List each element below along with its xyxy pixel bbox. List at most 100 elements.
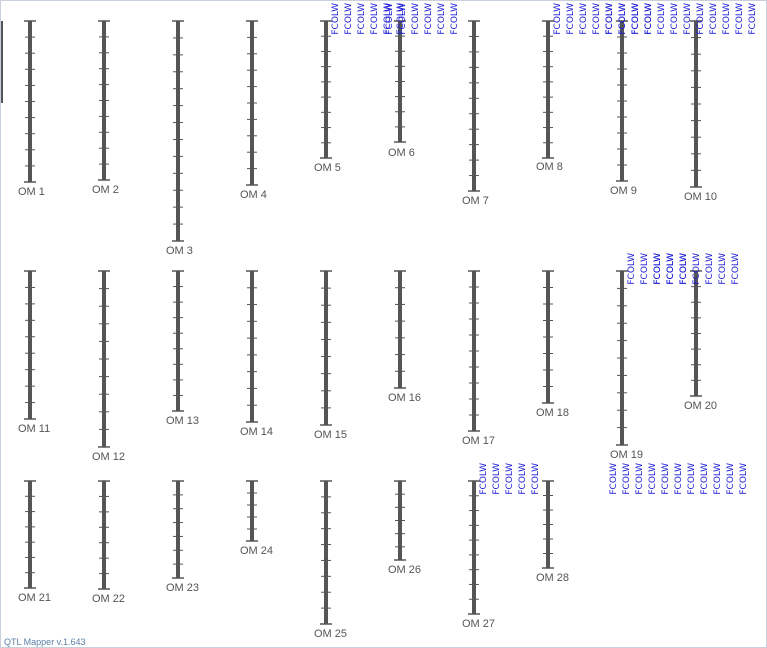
chromosome-11[interactable]: OM 11	[18, 270, 50, 435]
qtl-trait-label[interactable]: FCOLW	[644, 3, 654, 35]
qtl-trait-label[interactable]: FCOLW	[692, 253, 702, 285]
chromosome-label: OM 13	[166, 415, 199, 427]
qtl-trait-label[interactable]: FCOLW	[631, 3, 641, 35]
chromosome-3[interactable]: OM 3	[166, 20, 193, 257]
chromosome-label: OM 16	[388, 392, 421, 404]
qtl-trait-label[interactable]: FCOLW	[661, 463, 671, 495]
chromosome-4[interactable]: OM 4	[240, 20, 267, 201]
qtl-trait-label[interactable]: FCOLW	[344, 3, 354, 35]
qtl-trait-label[interactable]: FCOLW	[605, 3, 615, 35]
qtl-trait-label[interactable]: FCOLW	[518, 463, 528, 495]
qtl-trait-label[interactable]: FCOLW	[627, 253, 637, 285]
qtl-trait-label[interactable]: FCOLW	[705, 253, 715, 285]
qtl-trait-label[interactable]: FCOLW	[739, 463, 749, 495]
chromosome-2[interactable]: OM 2	[92, 20, 119, 196]
chromosome-17[interactable]: OM 17	[462, 270, 495, 447]
chromosome-18[interactable]: OM 18	[536, 270, 569, 419]
chromosome-16[interactable]: OM 16	[388, 270, 421, 404]
qtl-trait-label[interactable]: FCOLW	[670, 3, 680, 35]
chromosome-24[interactable]: OM 24	[240, 480, 273, 557]
qtl-trait-label[interactable]: FCOLW	[679, 253, 689, 285]
qtl-trait-label[interactable]: FCOLW	[618, 3, 628, 35]
qtl-trait-label[interactable]: FCOLW	[396, 3, 406, 35]
qtl-trait-label[interactable]: FCOLW	[666, 253, 676, 285]
qtl-trait-label[interactable]: FCOLW	[605, 3, 615, 35]
qtl-trait-label[interactable]: FCOLW	[687, 463, 697, 495]
qtl-trait-label[interactable]: FCOLW	[553, 3, 563, 35]
qtl-trait-label[interactable]: FCOLW	[492, 463, 502, 495]
qtl-trait-label[interactable]: FCOLW	[683, 3, 693, 35]
chromosome-7[interactable]: OM 7	[462, 20, 489, 207]
qtl-trait-label[interactable]: FCOLW	[424, 3, 434, 35]
qtl-trait-label[interactable]: FCOLW	[735, 3, 745, 35]
qtl-trait-label[interactable]: FCOLW	[679, 253, 689, 285]
chromosome-bar	[324, 271, 328, 425]
qtl-trait-label[interactable]: FCOLW	[618, 3, 628, 35]
qtl-trait-label[interactable]: FCOLW	[505, 463, 515, 495]
qtl-trait-label[interactable]: FCOLW	[674, 463, 684, 495]
qtl-trait-label[interactable]: FCOLW	[609, 463, 619, 495]
chromosome-label: OM 8	[536, 161, 563, 173]
qtl-trait-label[interactable]: FCOLW	[479, 463, 489, 495]
qtl-trait-label[interactable]: FCOLW	[531, 463, 541, 495]
qtl-trait-label[interactable]: FCOLW	[653, 253, 663, 285]
qtl-trait-label[interactable]: FCOLW	[722, 3, 732, 35]
chromosome-25[interactable]: OM 25	[314, 480, 347, 640]
chromosome-1[interactable]: OM 1	[18, 20, 45, 198]
qtl-trait-label[interactable]: FCOLW	[450, 3, 460, 35]
qtl-trait-label[interactable]: FCOLW	[653, 253, 663, 285]
chromosome-bar	[324, 21, 328, 158]
chromosome-bar	[176, 21, 180, 241]
qtl-trait-label[interactable]: FCOLW	[631, 3, 641, 35]
qtl-trait-label[interactable]: FCOLW	[640, 253, 650, 285]
qtl-trait-label[interactable]: FCOLW	[700, 463, 710, 495]
qtl-trait-label[interactable]: FCOLW	[718, 253, 728, 285]
qtl-trait-label[interactable]: FCOLW	[648, 463, 658, 495]
qtl-trait-label[interactable]: FCOLW	[726, 463, 736, 495]
qtl-trait-label[interactable]: FCOLW	[748, 3, 758, 35]
qtl-trait-label[interactable]: FCOLW	[635, 463, 645, 495]
chromosome-label: OM 18	[536, 407, 569, 419]
qtl-trait-label[interactable]: FCOLW	[713, 463, 723, 495]
qtl-trait-label[interactable]: FCOLW	[437, 3, 447, 35]
qtl-trait-label[interactable]: FCOLW	[592, 3, 602, 35]
chromosome-15[interactable]: OM 15	[314, 270, 347, 441]
chromosome-12[interactable]: OM 12	[92, 270, 125, 463]
qtl-trait-label[interactable]: FCOLW	[579, 3, 589, 35]
qtl-trait-label[interactable]: FCOLW	[370, 3, 380, 35]
qtl-trait-label[interactable]: FCOLW	[357, 3, 367, 35]
qtl-trait-label[interactable]: FCOLW	[411, 3, 421, 35]
chromosome-21[interactable]: OM 21	[18, 480, 51, 604]
qtl-trait-label[interactable]: FCOLW	[385, 3, 395, 35]
qtl-trait-label[interactable]: FCOLW	[566, 3, 576, 35]
chromosome-label: OM 2	[92, 184, 119, 196]
qtl-trait-label[interactable]: FCOLW	[696, 3, 706, 35]
chromosome-22[interactable]: OM 22	[92, 480, 125, 605]
qtl-trait-label[interactable]: FCOLW	[731, 253, 741, 285]
chromosome-13[interactable]: OM 13	[166, 270, 199, 427]
qtl-trait-label[interactable]: FCOLW	[666, 253, 676, 285]
qtl-trait-label[interactable]: FCOLW	[657, 3, 667, 35]
qtl-trait-label[interactable]: FCOLW	[383, 3, 393, 35]
qtl-trait-label[interactable]: FCOLW	[644, 3, 654, 35]
chromosome-label: OM 26	[388, 564, 421, 576]
chromosome-label: OM 3	[166, 245, 193, 257]
qtl-trait-label[interactable]: FCOLW	[709, 3, 719, 35]
chromosome-23[interactable]: OM 23	[166, 480, 199, 594]
qtl-trait-label[interactable]: FCOLW	[398, 3, 408, 35]
chromosome-26[interactable]: OM 26	[388, 480, 421, 576]
qtl-trait-label[interactable]: FCOLW	[622, 463, 632, 495]
qtl-trait-label[interactable]: FCOLW	[331, 3, 341, 35]
chromosome-14[interactable]: OM 14	[240, 270, 273, 438]
scroll-edge-marker	[1, 21, 3, 103]
